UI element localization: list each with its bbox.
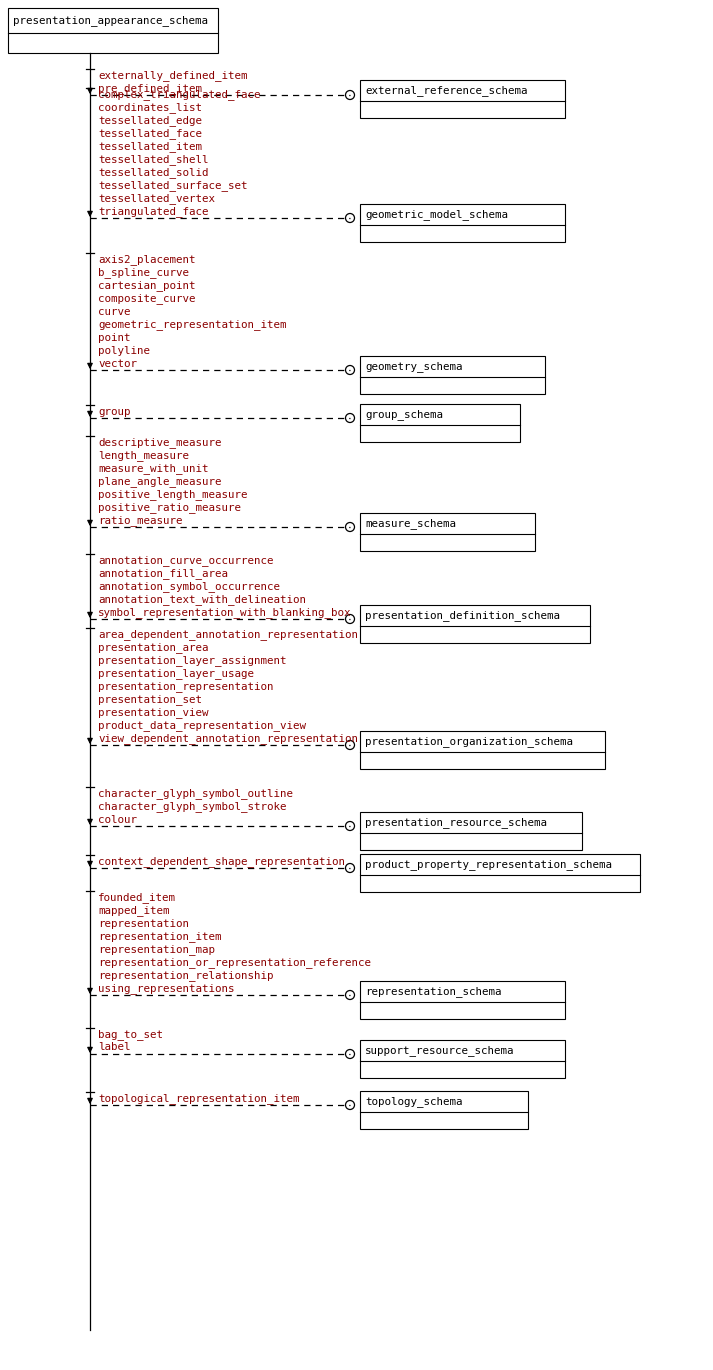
Text: length_measure: length_measure [98,451,189,460]
Text: using_representations: using_representations [98,984,235,995]
Text: descriptive_measure: descriptive_measure [98,437,222,448]
Text: tessellated_shell: tessellated_shell [98,153,208,164]
Text: tessellated_edge: tessellated_edge [98,115,202,126]
Text: geometric_model_schema: geometric_model_schema [365,210,508,221]
Text: b_spline_curve: b_spline_curve [98,267,189,278]
Circle shape [346,991,354,1000]
Text: area_dependent_annotation_representation: area_dependent_annotation_representation [98,629,358,640]
Circle shape [346,522,354,532]
Text: coordinates_list: coordinates_list [98,101,202,112]
Text: presentation_view: presentation_view [98,707,208,718]
Text: bag_to_set: bag_to_set [98,1029,163,1040]
Text: tessellated_solid: tessellated_solid [98,167,208,178]
Bar [360,512,535,551]
Bar [360,204,565,242]
Text: externally_defined_item: externally_defined_item [98,70,247,81]
Text: representation_relationship: representation_relationship [98,970,274,981]
Text: ratio_measure: ratio_measure [98,515,183,526]
Circle shape [346,863,354,873]
Text: curve: curve [98,307,130,316]
Text: context_dependent_shape_representation: context_dependent_shape_representation [98,856,345,867]
Bar [8,8,218,53]
Text: symbol_representation_with_blanking_box: symbol_representation_with_blanking_box [98,607,352,618]
Text: measure_schema: measure_schema [365,518,456,529]
Text: complex_triangulated_face: complex_triangulated_face [98,89,260,100]
Circle shape [346,615,354,623]
Text: character_glyph_symbol_stroke: character_glyph_symbol_stroke [98,801,287,812]
Text: presentation_appearance_schema: presentation_appearance_schema [13,15,208,26]
Text: external_reference_schema: external_reference_schema [365,85,528,96]
Text: group_schema: group_schema [365,410,443,421]
Text: annotation_text_with_delineation: annotation_text_with_delineation [98,595,306,606]
Text: annotation_curve_occurrence: annotation_curve_occurrence [98,555,274,566]
Text: colour: colour [98,815,137,825]
Text: representation_schema: representation_schema [365,986,501,997]
Text: presentation_organization_schema: presentation_organization_schema [365,736,573,747]
Circle shape [346,366,354,374]
Circle shape [346,414,354,422]
Text: representation_map: representation_map [98,944,215,955]
Text: presentation_layer_assignment: presentation_layer_assignment [98,655,287,666]
Text: label: label [98,1043,130,1052]
Text: topology_schema: topology_schema [365,1096,463,1107]
Text: presentation_resource_schema: presentation_resource_schema [365,817,547,827]
Circle shape [346,822,354,830]
Text: presentation_definition_schema: presentation_definition_schema [365,610,560,621]
Bar [360,1091,528,1129]
Text: representation: representation [98,918,189,929]
Text: geometry_schema: geometry_schema [365,362,463,373]
Text: cartesian_point: cartesian_point [98,279,195,290]
Text: polyline: polyline [98,345,150,355]
Text: tessellated_vertex: tessellated_vertex [98,193,215,204]
Text: measure_with_unit: measure_with_unit [98,463,208,474]
Text: group: group [98,407,130,416]
Bar [360,812,582,849]
Circle shape [346,90,354,100]
Bar [360,981,565,1019]
Bar [360,356,545,395]
Text: product_data_representation_view: product_data_representation_view [98,721,306,732]
Text: presentation_set: presentation_set [98,695,202,706]
Text: presentation_area: presentation_area [98,643,208,653]
Text: positive_length_measure: positive_length_measure [98,489,247,500]
Text: composite_curve: composite_curve [98,293,195,304]
Bar [360,606,590,643]
Text: annotation_fill_area: annotation_fill_area [98,569,228,580]
Bar [360,79,565,118]
Bar [360,854,640,892]
Bar [360,732,605,769]
Circle shape [346,741,354,749]
Text: tessellated_face: tessellated_face [98,127,202,138]
Bar [360,1040,565,1078]
Text: plane_angle_measure: plane_angle_measure [98,475,222,486]
Bar [360,404,520,443]
Text: annotation_symbol_occurrence: annotation_symbol_occurrence [98,581,280,592]
Text: point: point [98,333,130,342]
Text: support_resource_schema: support_resource_schema [365,1045,515,1056]
Circle shape [346,1049,354,1059]
Text: presentation_layer_usage: presentation_layer_usage [98,669,254,680]
Circle shape [346,1100,354,1110]
Text: positive_ratio_measure: positive_ratio_measure [98,501,241,512]
Text: product_property_representation_schema: product_property_representation_schema [365,859,612,870]
Text: pre_defined_item: pre_defined_item [98,84,202,95]
Text: representation_item: representation_item [98,932,222,943]
Text: mapped_item: mapped_item [98,906,170,917]
Text: axis2_placement: axis2_placement [98,253,195,264]
Text: topological_representation_item: topological_representation_item [98,1093,299,1104]
Text: triangulated_face: triangulated_face [98,206,208,216]
Text: vector: vector [98,359,137,369]
Text: tessellated_item: tessellated_item [98,141,202,152]
Text: presentation_representation: presentation_representation [98,681,274,692]
Text: character_glyph_symbol_outline: character_glyph_symbol_outline [98,788,293,799]
Text: view_dependent_annotation_representation: view_dependent_annotation_representation [98,733,358,744]
Text: founded_item: founded_item [98,892,176,903]
Text: representation_or_representation_reference: representation_or_representation_referen… [98,958,371,969]
Text: geometric_representation_item: geometric_representation_item [98,319,287,330]
Circle shape [346,214,354,222]
Text: tessellated_surface_set: tessellated_surface_set [98,179,247,190]
